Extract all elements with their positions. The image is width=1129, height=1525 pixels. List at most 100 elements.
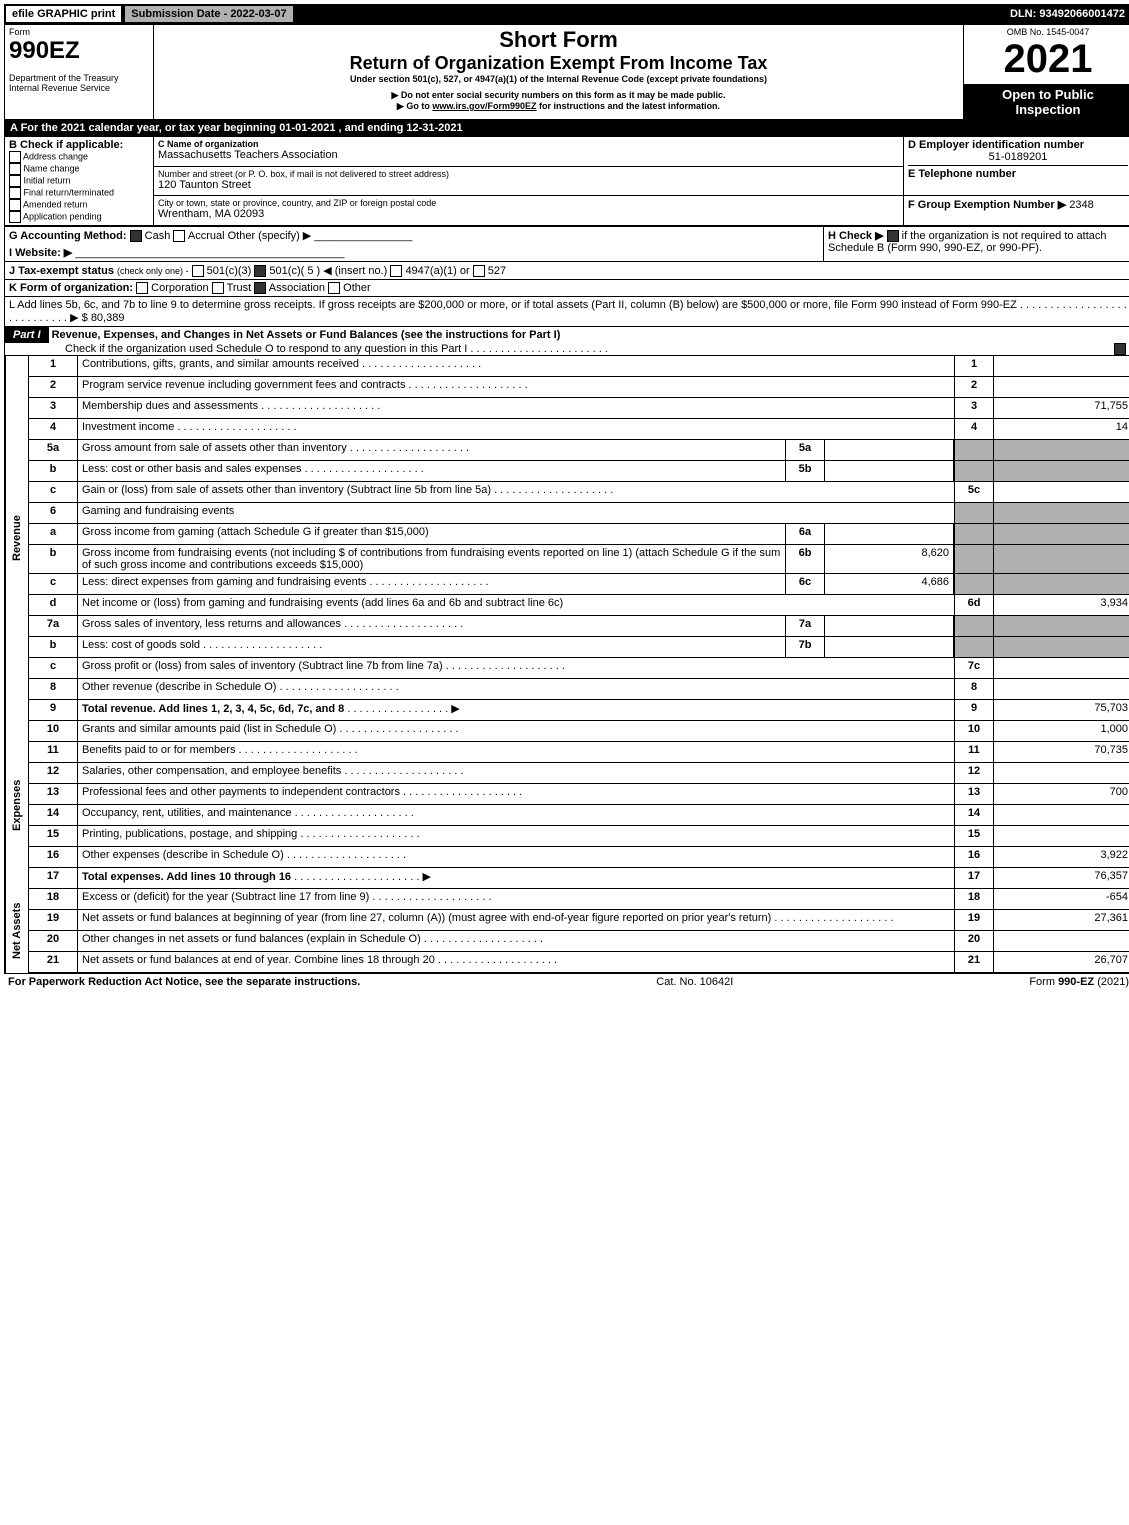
form-label: Form: [9, 27, 149, 37]
expenses-section: Expenses 10Grants and similar amounts pa…: [4, 721, 1129, 889]
open-to-public: Open to Public Inspection: [964, 85, 1129, 120]
part1-label: Part I: [5, 327, 49, 343]
org-name: Massachusetts Teachers Association: [158, 149, 899, 161]
ein: 51-0189201: [908, 151, 1128, 163]
city-state-zip: Wrentham, MA 02093: [158, 208, 899, 220]
line-5a: 5aGross amount from sale of assets other…: [28, 440, 1129, 461]
part1-header: Part I Revenue, Expenses, and Changes in…: [4, 327, 1129, 356]
efile-label: efile GRAPHIC print: [6, 6, 121, 22]
schedule-o-checkbox[interactable]: [1114, 343, 1126, 355]
revenue-section: Revenue 1Contributions, gifts, grants, a…: [4, 356, 1129, 721]
part1-check-note: Check if the organization used Schedule …: [65, 343, 467, 355]
line-10: 10Grants and similar amounts paid (list …: [28, 721, 1129, 742]
section-a: A For the 2021 calendar year, or tax yea…: [4, 120, 1129, 136]
street-label: Number and street (or P. O. box, if mail…: [158, 169, 899, 179]
page-footer: For Paperwork Reduction Act Notice, see …: [4, 973, 1129, 990]
line-14: 14Occupancy, rent, utilities, and mainte…: [28, 805, 1129, 826]
line-3: 3Membership dues and assessments371,755: [28, 398, 1129, 419]
net-assets-section: Net Assets 18Excess or (deficit) for the…: [4, 889, 1129, 973]
accounting-block: G Accounting Method: Cash Accrual Other …: [4, 226, 1129, 327]
527-checkbox[interactable]: [473, 265, 485, 277]
line-7c: cGross profit or (loss) from sales of in…: [28, 658, 1129, 679]
short-form-title: Short Form: [158, 27, 959, 53]
line-21: 21Net assets or fund balances at end of …: [28, 952, 1129, 973]
corporation-checkbox[interactable]: [136, 282, 148, 294]
group-exemption: 2348: [1069, 199, 1093, 211]
accrual-checkbox[interactable]: [173, 230, 185, 242]
line-7b: bLess: cost of goods sold7b: [28, 637, 1129, 658]
amended-return-checkbox[interactable]: [9, 199, 21, 211]
paperwork-notice: For Paperwork Reduction Act Notice, see …: [8, 976, 360, 988]
tax-year: 2021: [968, 37, 1128, 82]
form-ref: Form 990-EZ (2021): [1029, 976, 1129, 988]
cat-no: Cat. No. 10642I: [656, 976, 733, 988]
c-label: C Name of organization: [158, 139, 899, 149]
g-label: G Accounting Method:: [9, 230, 127, 242]
j-label: J Tax-exempt status: [9, 265, 114, 277]
f-label: F Group Exemption Number ▶: [908, 199, 1066, 211]
title-block: Form 990EZ Department of the Treasury In…: [4, 24, 1129, 120]
line-8: 8Other revenue (describe in Schedule O)8: [28, 679, 1129, 700]
line-17: 17Total expenses. Add lines 10 through 1…: [28, 868, 1129, 889]
other-org-checkbox[interactable]: [328, 282, 340, 294]
line-12: 12Salaries, other compensation, and empl…: [28, 763, 1129, 784]
e-label: E Telephone number: [908, 165, 1128, 180]
line-6: 6Gaming and fundraising events: [28, 503, 1129, 524]
irs-link[interactable]: www.irs.gov/Form990EZ: [432, 101, 536, 111]
501c3-checkbox[interactable]: [192, 265, 204, 277]
d-label: D Employer identification number: [908, 139, 1128, 151]
city-label: City or town, state or province, country…: [158, 198, 899, 208]
line-13: 13Professional fees and other payments t…: [28, 784, 1129, 805]
line-6c: cLess: direct expenses from gaming and f…: [28, 574, 1129, 595]
line-11: 11Benefits paid to or for members1170,73…: [28, 742, 1129, 763]
netassets-vert-label: Net Assets: [5, 889, 28, 973]
line-6a: aGross income from gaming (attach Schedu…: [28, 524, 1129, 545]
line-6b: bGross income from fundraising events (n…: [28, 545, 1129, 574]
line-20: 20Other changes in net assets or fund ba…: [28, 931, 1129, 952]
header-bar: efile GRAPHIC print Submission Date - 20…: [4, 4, 1129, 24]
i-label: I Website: ▶: [9, 247, 72, 259]
l-value: ▶ $ 80,389: [70, 312, 124, 324]
dept-label: Department of the Treasury: [9, 73, 149, 83]
application-pending-checkbox[interactable]: [9, 211, 21, 223]
dln: DLN: 93492066001472: [1010, 8, 1129, 20]
street-address: 120 Taunton Street: [158, 179, 899, 191]
note-goto: ▶ Go to www.irs.gov/Form990EZ for instru…: [158, 101, 959, 112]
line-2: 2Program service revenue including gover…: [28, 377, 1129, 398]
line-6d: dNet income or (loss) from gaming and fu…: [28, 595, 1129, 616]
initial-return-checkbox[interactable]: [9, 175, 21, 187]
org-info-block: B Check if applicable: Address change Na…: [4, 136, 1129, 226]
submission-date: Submission Date - 2022-03-07: [125, 6, 292, 22]
h-label: H Check ▶: [828, 230, 884, 242]
line-16: 16Other expenses (describe in Schedule O…: [28, 847, 1129, 868]
line-4: 4Investment income414: [28, 419, 1129, 440]
subtitle: Under section 501(c), 527, or 4947(a)(1)…: [158, 74, 959, 84]
501c-checkbox[interactable]: [254, 265, 266, 277]
cash-checkbox[interactable]: [130, 230, 142, 242]
address-change-checkbox[interactable]: [9, 151, 21, 163]
line-7a: 7aGross sales of inventory, less returns…: [28, 616, 1129, 637]
irs-label: Internal Revenue Service: [9, 83, 149, 93]
line-9: 9Total revenue. Add lines 1, 2, 3, 4, 5c…: [28, 700, 1129, 721]
trust-checkbox[interactable]: [212, 282, 224, 294]
line-5c: cGain or (loss) from sale of assets othe…: [28, 482, 1129, 503]
final-return-checkbox[interactable]: [9, 187, 21, 199]
schedule-b-checkbox[interactable]: [887, 230, 899, 242]
main-title: Return of Organization Exempt From Incom…: [158, 53, 959, 74]
revenue-vert-label: Revenue: [5, 356, 28, 721]
b-label: B Check if applicable:: [9, 139, 149, 151]
k-label: K Form of organization:: [9, 282, 133, 294]
omb-number: OMB No. 1545-0047: [968, 27, 1128, 37]
name-change-checkbox[interactable]: [9, 163, 21, 175]
expenses-vert-label: Expenses: [5, 721, 28, 889]
l-text: L Add lines 5b, 6c, and 7b to line 9 to …: [9, 299, 1017, 311]
note-ssn: ▶ Do not enter social security numbers o…: [158, 90, 959, 101]
part1-title: Revenue, Expenses, and Changes in Net As…: [52, 329, 561, 341]
line-19: 19Net assets or fund balances at beginni…: [28, 910, 1129, 931]
association-checkbox[interactable]: [254, 282, 266, 294]
4947-checkbox[interactable]: [390, 265, 402, 277]
line-5b: bLess: cost or other basis and sales exp…: [28, 461, 1129, 482]
line-18: 18Excess or (deficit) for the year (Subt…: [28, 889, 1129, 910]
form-number: 990EZ: [9, 37, 149, 65]
line-1: 1Contributions, gifts, grants, and simil…: [28, 356, 1129, 377]
